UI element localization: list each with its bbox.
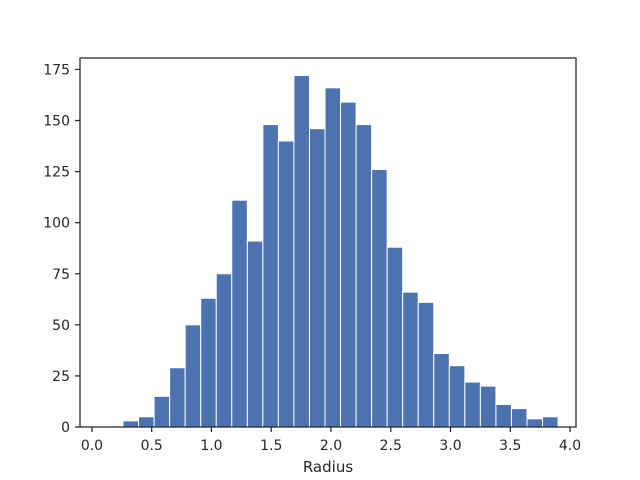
histogram-bar (169, 367, 186, 428)
histogram-bar (122, 420, 140, 428)
histogram-bar (293, 75, 310, 428)
y-tick-label: 25 (52, 369, 70, 385)
histogram-bar (510, 408, 528, 428)
x-tick-label: 3.0 (439, 438, 461, 454)
histogram-bar (542, 416, 559, 428)
y-tick-label: 175 (43, 62, 70, 78)
x-tick-label: 1.5 (260, 438, 282, 454)
histogram-bar (200, 297, 217, 428)
histogram-bar (138, 416, 155, 428)
y-axis-ticks: 0 25 50 75 100 125 150 175 (43, 62, 80, 436)
y-tick-label: 75 (52, 267, 70, 283)
x-tick-label: 4.0 (559, 438, 581, 454)
y-tick-label: 0 (61, 420, 70, 436)
x-tick-label: 0.5 (141, 438, 163, 454)
y-tick-label: 125 (43, 165, 70, 181)
histogram-bar (277, 140, 295, 428)
histogram-bar (371, 169, 388, 428)
histogram-bar (231, 199, 248, 428)
histogram-bar (448, 365, 466, 428)
x-tick-label: 0.0 (81, 438, 103, 454)
histogram-bar (464, 381, 481, 428)
y-tick-label: 50 (52, 318, 70, 334)
histogram-bar (262, 124, 279, 428)
x-tick-label: 3.5 (499, 438, 521, 454)
histogram-bar (184, 324, 202, 428)
histogram-bar (479, 385, 497, 428)
histogram-bar (417, 301, 435, 428)
histogram-bar (246, 240, 264, 428)
histogram-bar (355, 124, 373, 428)
histogram-bar (340, 101, 357, 428)
histogram-bar (215, 273, 233, 428)
y-tick-label: 150 (43, 114, 70, 130)
histogram-bar (526, 418, 544, 428)
x-tick-label: 2.5 (380, 438, 402, 454)
histogram-bar (433, 352, 450, 428)
histogram-bar (495, 404, 512, 428)
histogram-bars (122, 75, 559, 428)
histogram-bar (324, 87, 342, 428)
axes-frame (79, 57, 577, 428)
histogram-bar (402, 291, 419, 428)
y-tick-label: 100 (43, 216, 70, 232)
x-axis-label: Radius (303, 458, 353, 476)
histogram-bar (308, 128, 326, 428)
x-tick-label: 2.0 (320, 438, 342, 454)
histogram-bar (386, 246, 404, 428)
histogram-bar (153, 395, 171, 428)
x-axis-ticks: 0.0 0.5 1.0 1.5 2.0 2.5 3.0 3.5 4.0 (81, 427, 581, 454)
x-tick-label: 1.0 (200, 438, 222, 454)
